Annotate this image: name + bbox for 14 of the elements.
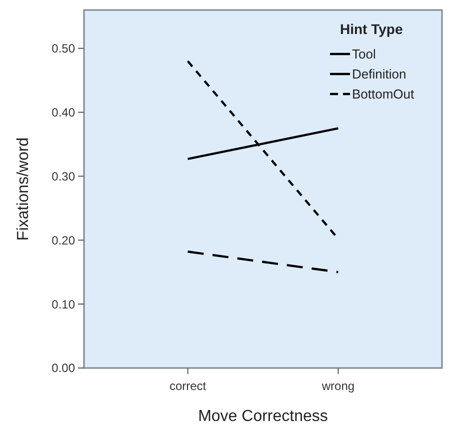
y-tick-label: 0.30 <box>52 169 76 184</box>
y-tick-label: 0.00 <box>52 361 76 376</box>
x-axis-title: Move Correctness <box>198 408 328 425</box>
y-axis-title: Fixations/word <box>15 137 32 241</box>
legend-label: BottomOut <box>352 86 415 102</box>
y-tick-label: 0.50 <box>52 42 76 56</box>
y-tick-label: 0.40 <box>52 105 76 120</box>
legend-title: Hint Type <box>340 21 403 37</box>
legend-label: Tool <box>352 46 376 62</box>
x-tick-label: correct <box>169 379 207 393</box>
x-tick-label: wrong <box>320 379 355 393</box>
y-tick-label: 0.20 <box>52 233 76 248</box>
legend-label: Definition <box>352 66 406 82</box>
y-tick-label: 0.10 <box>52 297 76 312</box>
